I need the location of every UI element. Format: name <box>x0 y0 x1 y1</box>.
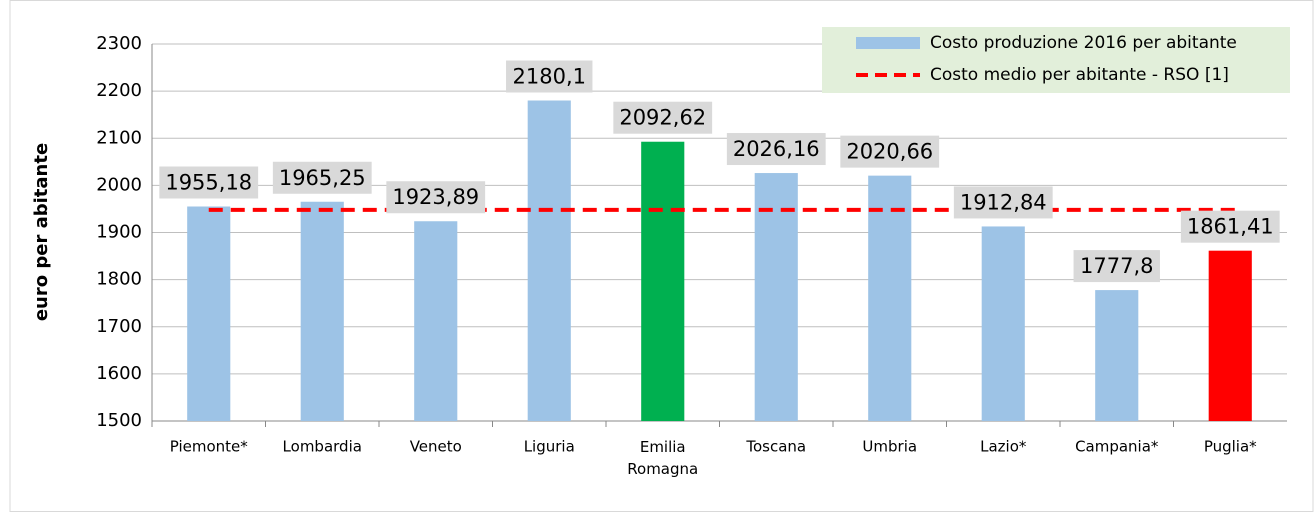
legend-label: Costo produzione 2016 per abitante <box>930 33 1237 53</box>
x-tick-label: Toscana <box>745 438 806 456</box>
y-tick-label: 1600 <box>96 363 142 384</box>
bar <box>868 175 912 421</box>
value-label: 1965,25 <box>279 166 366 190</box>
value-label: 1955,18 <box>165 170 252 194</box>
bar <box>641 141 685 421</box>
value-label-box <box>159 166 259 199</box>
value-label: 1923,89 <box>392 185 479 209</box>
value-label-box <box>726 133 826 166</box>
bar <box>754 173 798 421</box>
value-label-box <box>613 101 713 134</box>
value-label-box <box>1073 250 1160 283</box>
bar <box>187 206 231 421</box>
x-tick-label: Campania* <box>1075 438 1159 456</box>
value-label-box <box>953 186 1053 219</box>
x-tick-label: Veneto <box>410 438 462 456</box>
x-tick-label: Lombardia <box>283 438 362 456</box>
value-label: 2180,1 <box>513 65 586 89</box>
x-tick-label: Puglia* <box>1204 438 1257 456</box>
value-label-box <box>840 135 940 168</box>
value-label: 2020,66 <box>846 140 933 164</box>
y-tick-label: 2200 <box>96 80 142 101</box>
y-tick-label: 1800 <box>96 269 142 290</box>
bar <box>527 100 571 422</box>
y-tick-label: 1700 <box>96 316 142 337</box>
x-tick-label: Piemonte* <box>170 438 249 456</box>
y-tick-label: 2000 <box>96 174 142 195</box>
y-tick-label: 2300 <box>96 33 142 54</box>
value-label-box <box>386 181 486 214</box>
bar <box>1208 250 1252 421</box>
bar <box>414 221 458 421</box>
value-label: 2092,62 <box>619 106 706 130</box>
value-label-box <box>272 161 372 194</box>
legend-label: Costo medio per abitante - RSO [1] <box>930 65 1229 85</box>
value-label: 1912,84 <box>960 190 1047 214</box>
y-axis-title: euro per abitante <box>31 143 52 321</box>
legend-swatch <box>856 37 920 49</box>
value-label: 1861,41 <box>1187 215 1274 239</box>
x-tick-label: Lazio* <box>980 438 1027 456</box>
y-tick-label: 1900 <box>96 222 142 243</box>
y-tick-label: 2100 <box>96 127 142 148</box>
x-tick-label: Umbria <box>862 438 917 456</box>
value-label: 1777,8 <box>1080 254 1153 278</box>
bar <box>300 201 344 421</box>
bar <box>1095 290 1139 421</box>
bar <box>981 226 1025 421</box>
y-tick-label: 1500 <box>96 410 142 431</box>
value-label: 2026,16 <box>733 137 820 161</box>
x-tick-label: Liguria <box>524 438 575 456</box>
x-tick-label: Emilia Romagna <box>627 438 698 478</box>
value-label-box <box>1180 210 1280 243</box>
value-label-box <box>506 60 593 93</box>
